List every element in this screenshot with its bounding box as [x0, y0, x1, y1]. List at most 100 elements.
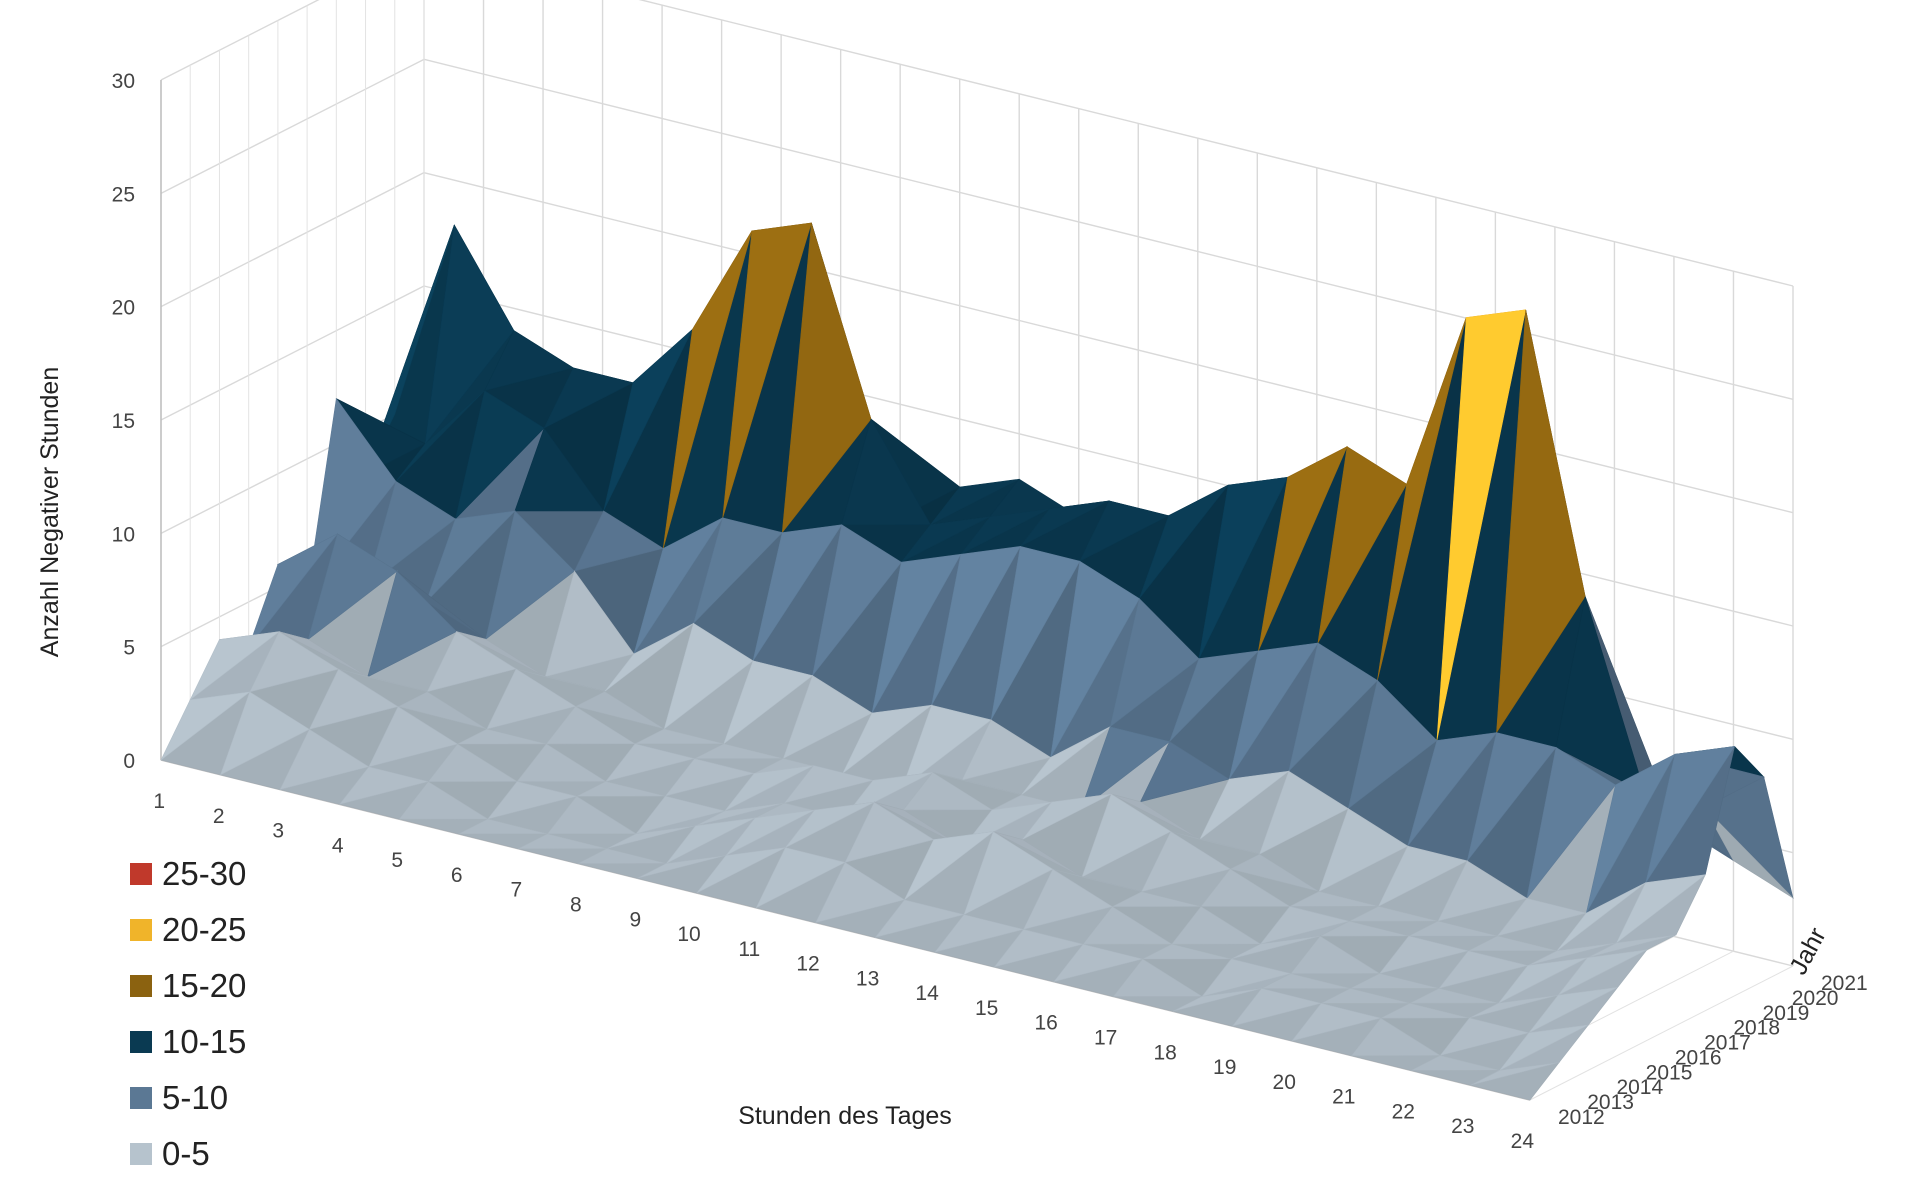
surface-facet [663, 622, 754, 730]
surface-facet [1171, 906, 1262, 945]
surface-facet [633, 517, 724, 655]
surface-facet [1317, 446, 1408, 644]
surface-facet [1201, 958, 1291, 997]
x-tick-label: 10 [677, 923, 700, 946]
surface-facet [573, 510, 664, 572]
surface-facet [456, 631, 546, 677]
surface-facet [1499, 1024, 1589, 1071]
surface-facet [812, 524, 902, 676]
x-tick-label: 12 [796, 953, 819, 976]
side-wall-gridline [160, 0, 320, 81]
surface-facet [1139, 484, 1229, 599]
surface-facet [1377, 317, 1467, 681]
year-tick-label: 2013 [1587, 1091, 1634, 1114]
surface-facet [1050, 560, 1140, 758]
surface-facet [606, 825, 696, 849]
z-tick-label: 30 [112, 70, 135, 93]
surface-facet [1231, 935, 1321, 960]
surface-facet [454, 390, 545, 520]
surface-facet [724, 765, 814, 812]
legend-swatch [130, 863, 152, 885]
legend-item: 25-30 [130, 846, 246, 902]
surface-facet [574, 691, 665, 730]
surface-facet [517, 833, 607, 850]
surface-facet [1169, 650, 1260, 742]
surface-facet [1436, 309, 1527, 741]
legend-swatch [130, 975, 152, 997]
surface-facet [366, 480, 456, 588]
year-tick-label: 2016 [1675, 1046, 1722, 1069]
x-tick-label: 23 [1451, 1115, 1474, 1138]
surface-facet [424, 224, 515, 445]
surface-facet [783, 765, 874, 804]
surface-plot [160, 222, 1794, 1101]
surface-facet [1199, 770, 1290, 840]
surface-facet [484, 330, 575, 392]
floor-gridline [1529, 965, 1794, 1101]
surface-facet [1438, 950, 1528, 989]
surface-facet [1259, 906, 1350, 945]
surface-facet [695, 802, 785, 827]
surface-facet [543, 367, 634, 429]
surface-facet [1139, 741, 1230, 803]
surface-facet [635, 795, 725, 835]
x-tick-label: 14 [915, 982, 939, 1005]
surface-facet [1347, 679, 1438, 810]
z-tick-label: 10 [112, 523, 135, 546]
surface-facet [1557, 949, 1648, 996]
surface-facet [160, 691, 251, 761]
surface-facet [961, 719, 1052, 781]
x-tick-label: 7 [510, 879, 522, 902]
surface-facet [874, 899, 965, 938]
legend-item: 20-25 [130, 902, 246, 958]
x-tick-label: 17 [1094, 1027, 1117, 1050]
surface-facet [844, 801, 935, 863]
surface-facet [637, 855, 726, 879]
surface-facet [871, 553, 962, 714]
surface-facet [425, 510, 516, 603]
surface-facet [544, 570, 635, 678]
x-tick-label: 19 [1213, 1056, 1236, 1079]
surface-facet [395, 390, 485, 482]
surface-facet [1288, 642, 1378, 773]
surface-facet [1468, 935, 1558, 952]
surface-facet [307, 533, 398, 641]
surface-facet [1021, 726, 1111, 796]
x-tick-label: 20 [1273, 1071, 1296, 1094]
x-tick-label: 16 [1034, 1012, 1057, 1035]
surface-facet [278, 631, 368, 678]
surface-facet [723, 660, 814, 745]
surface-facet [1079, 500, 1170, 562]
surface-facet [1408, 920, 1498, 937]
surface-facet [426, 631, 517, 693]
legend-swatch [130, 919, 152, 941]
surface-facet [397, 691, 487, 730]
surface-facet [1172, 988, 1262, 1012]
surface-facet [338, 766, 429, 805]
x-tick-label: 4 [332, 834, 344, 857]
surface-facet [1377, 845, 1469, 907]
surface-facet [901, 704, 992, 789]
surface-facet [1020, 500, 1110, 547]
year-tick-label: 2021 [1821, 972, 1868, 995]
surface-facet [1318, 808, 1409, 893]
surface-facet [1469, 994, 1559, 1019]
year-tick-label: 2014 [1616, 1076, 1663, 1099]
surface-facet [722, 222, 812, 518]
surface-facet [694, 743, 784, 759]
surface-facet [904, 831, 995, 901]
surface-facet [458, 818, 548, 835]
surface-facet [934, 914, 1024, 953]
z-tick-label: 15 [112, 410, 135, 433]
z-tick-label: 25 [112, 183, 135, 206]
legend-label: 5-10 [162, 1079, 229, 1116]
x-tick-label: 3 [272, 820, 284, 843]
surface-facet [963, 831, 1054, 916]
legend-item: 0-5 [130, 1126, 246, 1182]
surface-facet [930, 478, 1020, 525]
legend-swatch [130, 1031, 152, 1053]
surface-facet [1616, 874, 1707, 944]
surface-facet [1112, 958, 1204, 997]
surface-facet [1258, 770, 1349, 855]
legend-swatch [130, 1143, 152, 1165]
